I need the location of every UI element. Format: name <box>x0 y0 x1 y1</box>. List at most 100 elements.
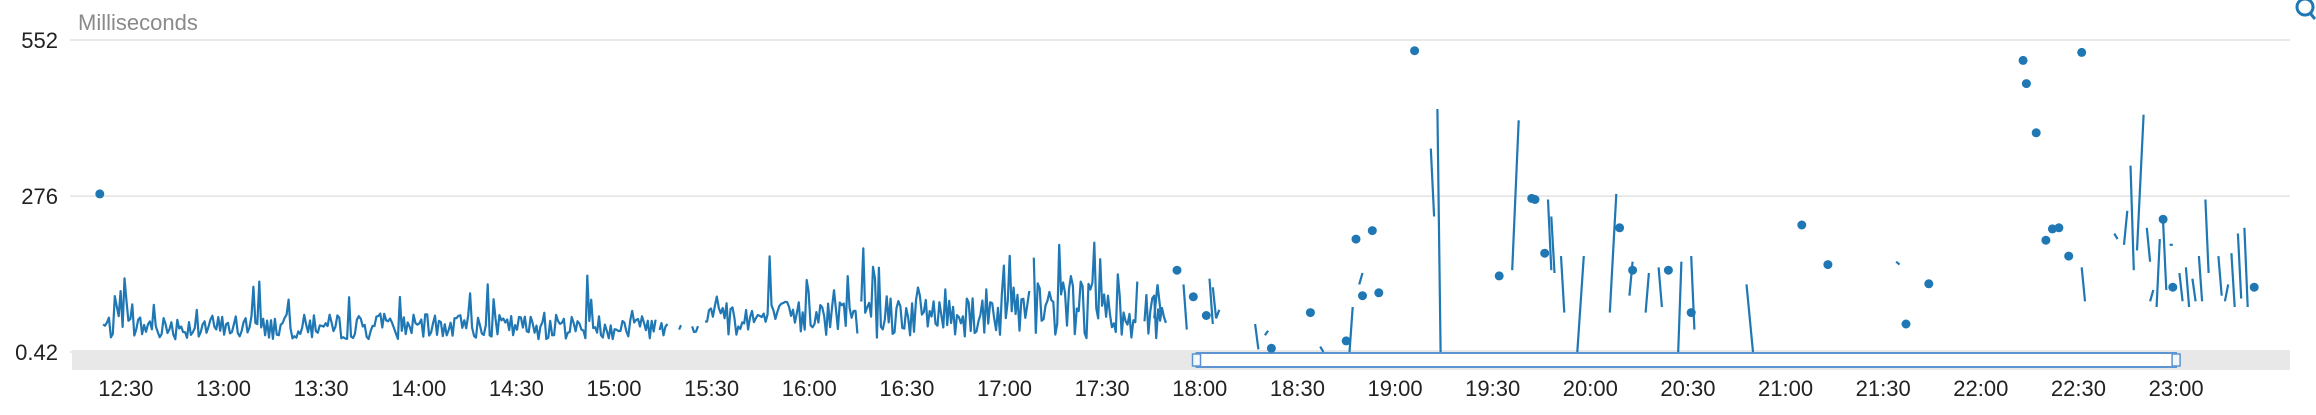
series-line-fragment <box>1182 284 1188 330</box>
series-line-fragment <box>1319 346 1325 353</box>
series-line-fragment <box>2113 232 2119 240</box>
x-tick-label: 17:30 <box>1075 376 1130 401</box>
data-point <box>2168 282 2178 292</box>
x-tick-label: 20:30 <box>1660 376 1715 401</box>
series-line-segment <box>678 324 683 331</box>
data-point <box>1374 288 1384 298</box>
series-line-fragment <box>2162 222 2168 291</box>
data-point <box>1367 226 1377 236</box>
series-line-fragment <box>1895 260 1901 266</box>
series-line-fragment <box>1254 323 1260 350</box>
series-line-fragment <box>1153 284 1162 319</box>
data-point <box>1341 336 1351 346</box>
series-line-fragment <box>2145 227 2152 262</box>
series-line-fragment <box>2122 210 2129 245</box>
x-tick-label: 16:30 <box>879 376 934 401</box>
data-point <box>1901 319 1911 329</box>
series-line-segment <box>1032 241 1139 340</box>
x-tick-label: 18:30 <box>1270 376 1325 401</box>
data-point <box>2021 79 2031 89</box>
series-line-fragment <box>2204 199 2210 274</box>
data-point <box>1410 46 1420 56</box>
series-line-segment <box>102 274 657 341</box>
series-line-fragment <box>1657 267 1663 308</box>
data-point <box>1201 311 1211 320</box>
data-point <box>1305 308 1315 318</box>
data-point <box>1628 265 1638 275</box>
x-tick-label: 16:00 <box>782 376 837 401</box>
series-line-fragment <box>2230 253 2236 308</box>
series-line-segment <box>658 321 669 337</box>
series-line-segment <box>691 325 700 334</box>
series-line-fragment <box>1358 272 1364 285</box>
series-line-fragment <box>1677 261 1683 353</box>
x-tick-label: 23:00 <box>2149 376 2204 401</box>
series-line-fragment <box>2178 272 2184 302</box>
series-line-fragment <box>1546 199 1553 271</box>
series-line-fragment <box>1576 256 1585 353</box>
x-tick-label: 19:30 <box>1465 376 1520 401</box>
x-tick-label: 14:30 <box>489 376 544 401</box>
x-tick-label: 14:00 <box>391 376 446 401</box>
data-point <box>1540 248 1550 258</box>
y-tick-label: 0.42 <box>15 340 58 365</box>
data-point <box>2054 223 2064 233</box>
series-line-fragment <box>2129 165 2135 271</box>
series-line-fragment <box>1559 256 1566 313</box>
data-point <box>1172 265 1182 275</box>
navigator-left-handle[interactable] <box>1191 353 1202 367</box>
data-point <box>95 189 105 199</box>
y-tick-label: 552 <box>21 28 58 53</box>
series-line-fragment <box>1690 256 1696 330</box>
x-tick-label: 20:00 <box>1563 376 1618 401</box>
navigator-window[interactable] <box>1195 352 2178 368</box>
series-line-fragment <box>1263 330 1270 336</box>
series-line-fragment <box>2155 239 2161 308</box>
series-line-fragment <box>1348 306 1354 353</box>
navigator-right-handle[interactable] <box>2171 353 2181 367</box>
x-tick-label: 15:00 <box>586 376 641 401</box>
x-tick-label: 17:00 <box>977 376 1032 401</box>
series-line-fragment <box>1208 278 1214 325</box>
x-tick-label: 22:30 <box>2051 376 2106 401</box>
series-line-fragment <box>1644 272 1650 313</box>
series-line-fragment <box>2243 227 2249 308</box>
series-line-fragment <box>1550 216 1556 274</box>
data-point <box>1823 260 1833 270</box>
data-point <box>2249 282 2259 292</box>
data-point <box>1686 308 1696 318</box>
series-line-fragment <box>2191 278 2197 302</box>
data-point <box>1797 220 1807 230</box>
series-line-fragment <box>1211 287 1221 319</box>
data-point <box>1530 195 1540 204</box>
series-line-fragment <box>2197 256 2204 302</box>
x-tick-label: 15:30 <box>684 376 739 401</box>
data-point <box>2041 235 2051 245</box>
series-line-fragment <box>2135 114 2145 251</box>
data-point <box>1358 291 1367 301</box>
data-point <box>1663 265 1673 275</box>
data-point <box>1188 292 1198 302</box>
data-point <box>1615 223 1625 233</box>
x-tick-label: 21:30 <box>1856 376 1911 401</box>
data-point <box>2064 251 2074 261</box>
data-point <box>1494 271 1504 281</box>
series-line-fragment <box>2184 267 2191 308</box>
x-tick-label: 21:00 <box>1758 376 1813 401</box>
data-point <box>1924 279 1934 289</box>
series-line-fragment <box>2080 267 2087 302</box>
series-line-fragment <box>1429 148 1436 217</box>
y-tick-label: 276 <box>21 184 58 209</box>
data-point <box>2158 214 2168 224</box>
zoom-reset-icon[interactable] <box>2282 0 2316 26</box>
series-line-fragment <box>1745 284 1755 353</box>
x-tick-label: 22:00 <box>1953 376 2008 401</box>
data-point <box>1351 234 1361 244</box>
series-line-fragment <box>2149 289 2155 302</box>
data-point <box>2077 47 2087 57</box>
series-line-segment <box>860 247 1031 339</box>
data-point <box>2031 128 2041 138</box>
series-line-fragment <box>2236 233 2243 299</box>
